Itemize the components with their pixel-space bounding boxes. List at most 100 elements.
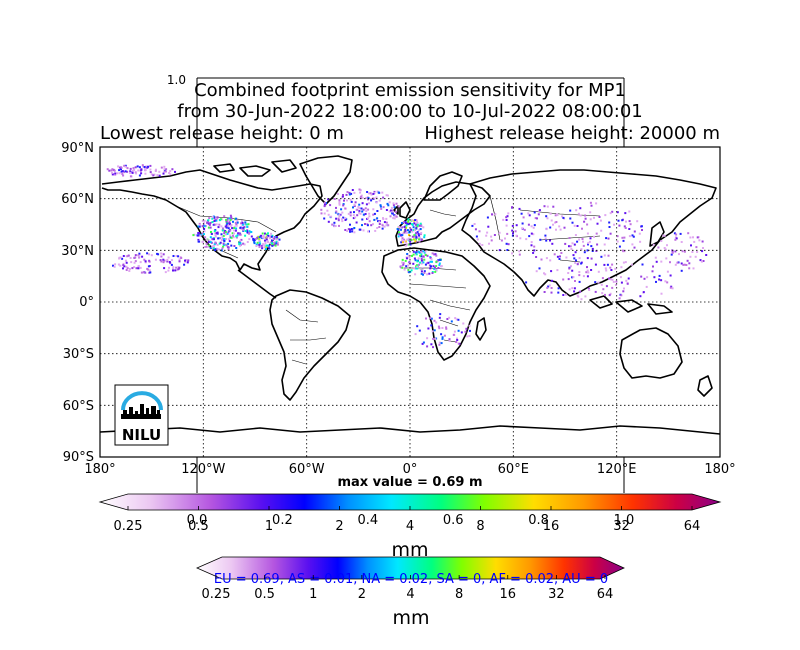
sensitivity-pixel [341,220,344,223]
sensitivity-pixel [586,275,589,278]
sensitivity-pixel [198,225,201,228]
sensitivity-pixel [359,191,362,194]
sensitivity-pixel [698,239,701,242]
sensitivity-pixel [597,270,600,273]
sensitivity-pixel [663,247,666,249]
title-line-3-right: Highest release height: 20000 m [424,123,720,144]
sensitivity-pixel [435,254,438,257]
sensitivity-pixel [505,219,508,221]
sensitivity-pixel [401,266,404,269]
sensitivity-pixel [131,171,134,174]
sensitivity-pixel [404,259,407,262]
sensitivity-pixel [616,211,619,214]
sensitivity-pixel [406,238,409,241]
sensitivity-pixel [373,218,376,221]
lon-label-60e: 60°E [498,462,529,477]
sensitivity-pixel [407,237,410,240]
coastline-madagascar [475,317,487,341]
sensitivity-pixel [343,199,345,202]
sensitivity-pixel [172,255,175,257]
sensitivity-pixel [527,223,530,226]
sensitivity-pixel [118,256,121,259]
sensitivity-pixel [274,241,277,244]
sensitivity-pixel [237,232,240,235]
sensitivity-pixel [689,236,692,239]
sensitivity-pixel [419,228,422,230]
sensitivity-pixel [631,234,634,237]
sensitivity-pixel [623,250,626,253]
sensitivity-pixel [331,223,334,226]
sensitivity-pixel [457,329,460,332]
colorbar-main-overlay-ticks: 0.0 0.2 0.4 0.6 0.8 1.0 [187,513,635,528]
sensitivity-pixel [164,170,167,173]
sensitivity-pixel [615,280,618,283]
sensitivity-pixel [177,255,180,258]
sensitivity-pixel [234,221,237,224]
sensitivity-pixel [147,265,150,268]
sensitivity-pixel [587,271,590,274]
sensitivity-pixel [438,327,441,330]
sensitivity-pixel [223,215,226,218]
sensitivity-pixel [505,242,508,245]
sensitivity-pixel [416,222,419,224]
sensitivity-pixel [245,223,248,226]
sensitivity-pixel [350,228,353,230]
sensitivity-pixel [253,240,256,243]
sensitivity-pixel [546,217,549,220]
sensitivity-pixel [550,270,553,273]
sensitivity-pixel [617,219,620,222]
sensitivity-pixel [378,223,381,225]
sensitivity-pixel [378,226,381,228]
sensitivity-pixel [664,280,667,283]
sensitivity-pixel [581,227,583,230]
sensitivity-pixel [271,244,274,247]
sensitivity-pixel [403,238,406,241]
sensitivity-pixel [344,229,347,231]
sensitivity-pixel [177,268,180,271]
sensitivity-pixel [246,229,249,232]
sensitivity-pixel [230,216,233,219]
sensitivity-pixel [578,257,581,260]
sensitivity-pixel [138,174,141,177]
sensitivity-pixel [629,223,632,226]
sensitivity-pixel [323,203,326,206]
sensitivity-pixel [261,247,264,250]
sensitivity-pixel [353,231,356,234]
sensitivity-pixel [211,245,214,248]
sensitivity-pixel [417,257,420,260]
sensitivity-pixel [375,196,378,199]
sensitivity-pixel [235,235,238,238]
sensitivity-pixel [473,223,476,225]
sensitivity-pixel [230,244,233,247]
sensitivity-pixel [567,272,570,274]
sensitivity-pixel [690,244,692,247]
sensitivity-pixel [263,244,266,247]
sensitivity-pixel [571,221,574,224]
sensitivity-pixel [511,252,513,255]
sensitivity-pixel [589,218,592,221]
sensitivity-pixel [570,248,573,250]
sensitivity-pixel [134,166,137,169]
colorbar-tick-label: 16 [499,587,516,602]
sensitivity-pixel [571,287,574,290]
sensitivity-pixel [440,342,443,345]
sensitivity-pixel [602,288,605,291]
sensitivity-pixel [431,330,434,333]
sensitivity-pixel [359,212,362,215]
sensitivity-pixel [553,253,556,256]
sensitivity-pixel [364,213,367,215]
sensitivity-pixel [612,280,615,283]
sensitivity-pixel [600,255,603,258]
sensitivity-pixel [416,267,419,270]
sensitivity-pixel [340,218,343,221]
sensitivity-pixel [633,246,636,249]
sensitivity-pixel [382,196,385,199]
sensitivity-pixel [415,253,418,256]
sensitivity-pixel [605,269,608,272]
sensitivity-pixel [159,259,162,262]
sensitivity-pixel [262,235,265,237]
sensitivity-pixel [395,202,398,205]
sensitivity-pixel [246,231,249,234]
sensitivity-pixel [591,247,594,250]
sensitivity-pixel [351,189,354,191]
